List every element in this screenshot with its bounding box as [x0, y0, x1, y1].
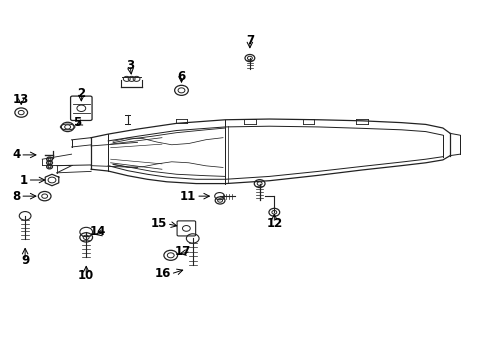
Text: 13: 13 [13, 93, 29, 106]
Text: 2: 2 [77, 87, 85, 100]
Text: 5: 5 [73, 116, 81, 129]
Text: 12: 12 [266, 216, 282, 230]
Text: 14: 14 [89, 225, 106, 238]
Text: 6: 6 [177, 69, 186, 82]
Text: 16: 16 [154, 267, 171, 280]
Text: 15: 15 [150, 217, 167, 230]
Text: 4: 4 [12, 148, 20, 161]
Text: 3: 3 [126, 59, 134, 72]
Text: 10: 10 [78, 269, 95, 282]
Text: 11: 11 [180, 190, 196, 203]
Text: 17: 17 [175, 245, 191, 258]
Text: 8: 8 [12, 190, 20, 203]
Text: 7: 7 [246, 33, 254, 47]
Text: 9: 9 [21, 254, 29, 267]
Text: 1: 1 [20, 174, 27, 186]
